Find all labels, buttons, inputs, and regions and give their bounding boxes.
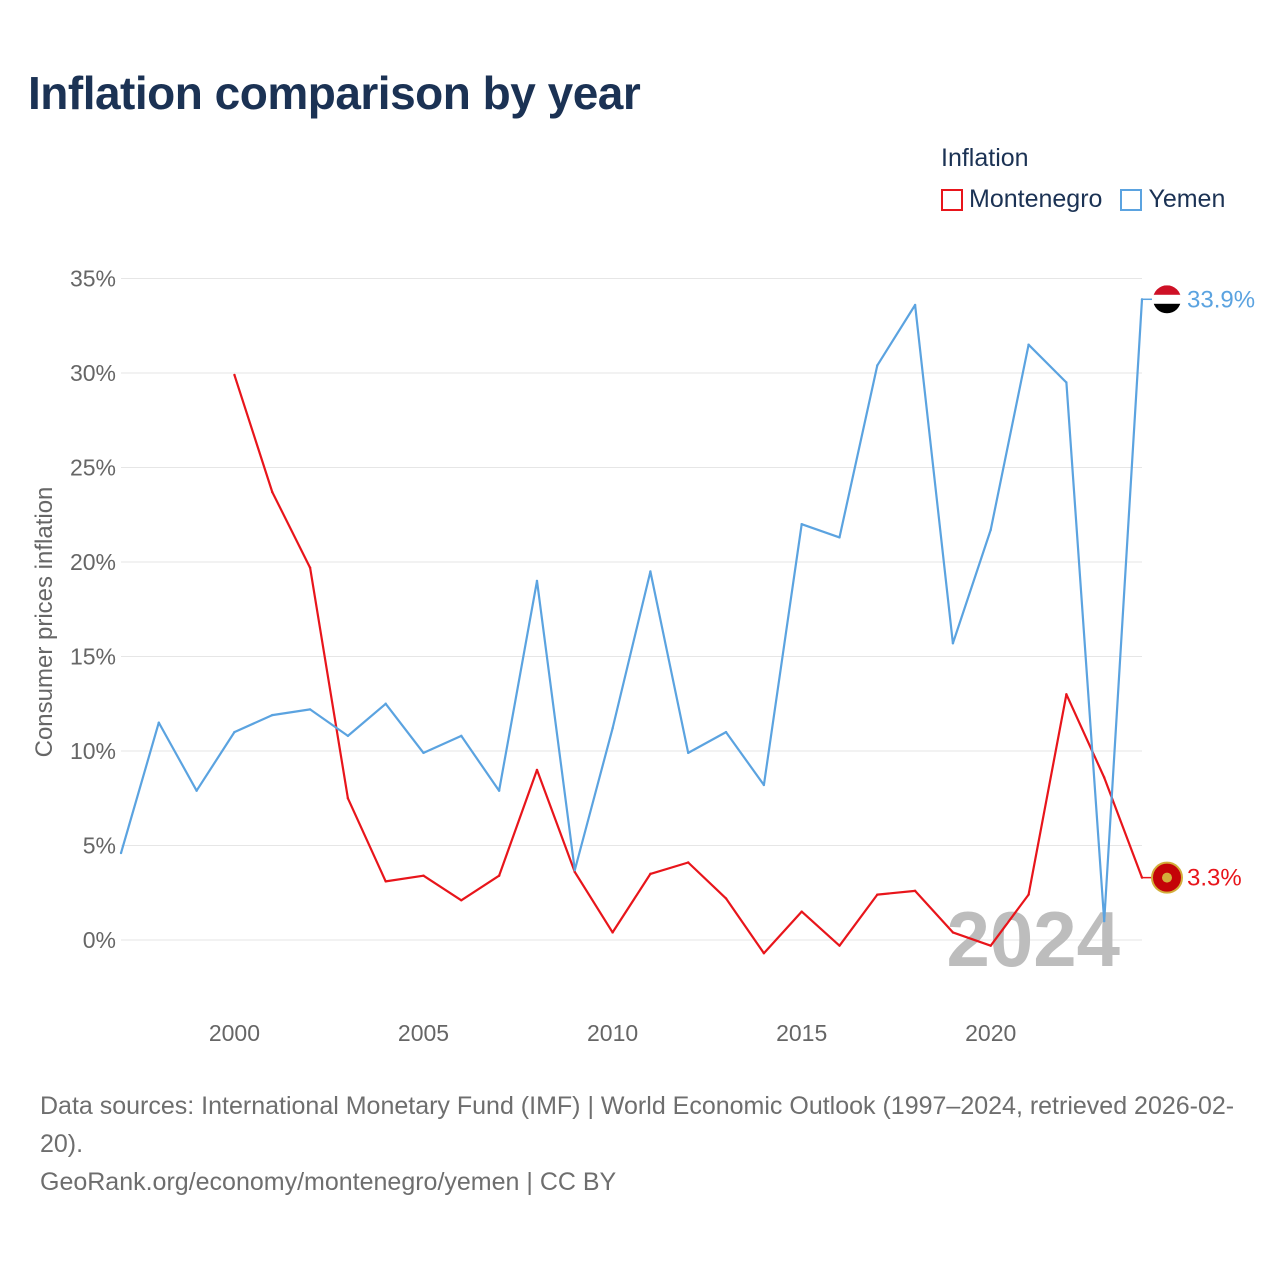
data-point-yemen[interactable]: [573, 868, 576, 872]
legend-swatch-montenegro: [941, 188, 963, 211]
data-point-yemen[interactable]: [195, 789, 198, 792]
data-point-montenegro[interactable]: [913, 889, 917, 893]
legend-item-montenegro[interactable]: Montenegro: [941, 185, 1102, 214]
data-point-montenegro[interactable]: [800, 910, 803, 913]
data-point-yemen[interactable]: [233, 730, 236, 734]
data-point-montenegro[interactable]: [233, 373, 236, 377]
data-point-yemen[interactable]: [611, 727, 614, 730]
data-point-yemen[interactable]: [157, 721, 161, 724]
data-point-montenegro[interactable]: [535, 768, 539, 772]
legend: Montenegro Yemen: [941, 185, 1225, 214]
y-tick-label: 20%: [70, 549, 116, 575]
data-point-yemen[interactable]: [422, 751, 425, 755]
data-point-montenegro[interactable]: [308, 566, 312, 569]
data-point-montenegro[interactable]: [687, 861, 690, 864]
y-tick-label: 0%: [83, 927, 116, 953]
data-point-montenegro[interactable]: [384, 880, 387, 883]
data-point-montenegro[interactable]: [838, 944, 841, 947]
y-axis-label: Consumer prices inflation: [31, 487, 58, 758]
yemen-end-label: 33.9%: [1187, 286, 1255, 313]
data-point-yemen[interactable]: [308, 708, 312, 711]
data-point-yemen[interactable]: [119, 851, 123, 855]
data-point-yemen[interactable]: [1102, 919, 1106, 923]
data-point-yemen[interactable]: [1027, 343, 1030, 346]
data-point-yemen[interactable]: [497, 789, 501, 792]
series-line-montenegro[interactable]: [233, 374, 1144, 955]
footer: Data sources: International Monetary Fun…: [40, 1087, 1250, 1201]
y-tick-label: 25%: [70, 455, 116, 481]
y-tick-label: 5%: [83, 833, 116, 859]
data-point-yemen[interactable]: [951, 642, 955, 645]
data-point-montenegro[interactable]: [762, 952, 766, 955]
data-point-yemen[interactable]: [687, 751, 690, 755]
y-tick-label: 10%: [70, 738, 116, 764]
data-point-montenegro[interactable]: [611, 931, 614, 934]
series-line-yemen[interactable]: [119, 299, 1144, 923]
legend-label-yemen: Yemen: [1148, 185, 1226, 213]
data-point-montenegro[interactable]: [1065, 693, 1068, 696]
data-point-yemen[interactable]: [460, 734, 463, 738]
data-point-yemen[interactable]: [838, 536, 841, 539]
data-point-montenegro[interactable]: [460, 899, 463, 902]
data-point-montenegro[interactable]: [346, 797, 350, 800]
data-point-yemen[interactable]: [535, 579, 539, 583]
data-point-montenegro[interactable]: [1027, 893, 1030, 896]
data-point-montenegro[interactable]: [724, 897, 728, 900]
data-point-montenegro[interactable]: [497, 874, 501, 877]
data-point-yemen[interactable]: [1065, 381, 1068, 384]
legend-label-montenegro: Montenegro: [969, 185, 1103, 213]
montenegro-end-marker: [1151, 861, 1183, 894]
data-point-montenegro[interactable]: [271, 490, 274, 494]
data-point-yemen[interactable]: [649, 570, 652, 573]
data-point-yemen[interactable]: [724, 730, 728, 734]
data-point-yemen[interactable]: [989, 528, 992, 532]
data-point-yemen[interactable]: [876, 364, 879, 367]
data-point-yemen[interactable]: [913, 303, 917, 307]
line-chart: 2024 0% 5% 10% 15% 20% 25% 30% 35% 2000 2005 2010 2…: [31, 266, 1255, 1047]
data-point-montenegro[interactable]: [989, 944, 992, 947]
y-tick-label: 30%: [70, 360, 116, 386]
data-point-montenegro[interactable]: [1102, 776, 1106, 779]
data-point-montenegro[interactable]: [422, 874, 425, 877]
y-tick-label: 15%: [70, 644, 116, 670]
data-point-yemen[interactable]: [762, 783, 766, 787]
data-point-yemen[interactable]: [384, 702, 387, 705]
legend-item-yemen[interactable]: Yemen: [1120, 185, 1225, 214]
chart-title: Inflation comparison by year: [28, 67, 641, 119]
x-tick-label: 2005: [398, 1020, 449, 1046]
year-watermark: 2024: [946, 895, 1120, 983]
data-point-montenegro[interactable]: [951, 931, 955, 934]
data-point-yemen[interactable]: [800, 523, 803, 526]
data-point-yemen[interactable]: [271, 713, 274, 717]
yemen-end-marker: [1152, 284, 1182, 315]
y-tick-label: 35%: [70, 266, 116, 292]
legend-heading: Inflation: [941, 144, 1029, 172]
data-point-yemen[interactable]: [346, 734, 350, 738]
data-sources: Data sources: International Monetary Fun…: [40, 1092, 1235, 1158]
x-tick-label: 2015: [776, 1020, 827, 1046]
montenegro-end-label: 3.3%: [1187, 865, 1242, 892]
x-tick-label: 2010: [587, 1020, 638, 1046]
data-point-montenegro[interactable]: [573, 870, 576, 874]
legend-swatch-yemen: [1120, 188, 1143, 211]
data-point-montenegro[interactable]: [876, 893, 879, 896]
data-point-montenegro[interactable]: [649, 872, 652, 876]
x-tick-label: 2000: [209, 1020, 260, 1046]
credit-line: GeoRank.org/economy/montenegro/yemen | C…: [40, 1168, 617, 1196]
x-tick-label: 2020: [965, 1020, 1016, 1046]
